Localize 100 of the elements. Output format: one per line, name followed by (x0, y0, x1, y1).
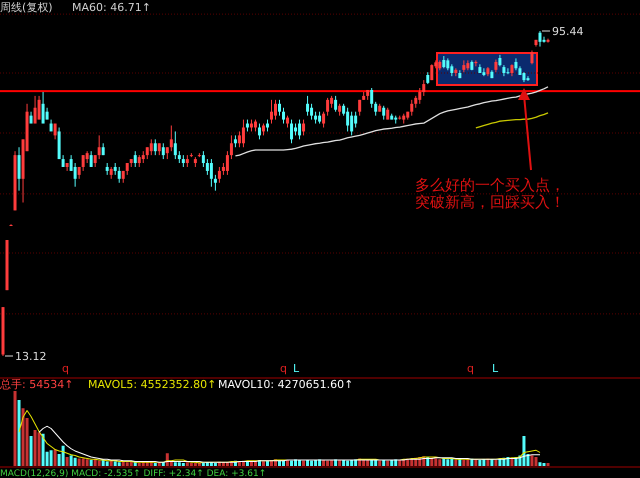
bar (382, 460, 386, 466)
candlestick (522, 72, 526, 83)
bar (82, 458, 85, 466)
bar (314, 460, 318, 466)
candlestick (50, 119, 53, 132)
bar (262, 462, 265, 466)
candlestick (346, 107, 350, 132)
candlestick (286, 115, 290, 128)
candlestick (334, 95, 338, 112)
bar (522, 436, 526, 466)
bar (338, 460, 342, 466)
bar (54, 450, 57, 466)
candlestick (54, 123, 57, 140)
candlestick (230, 134, 233, 160)
bar (74, 458, 77, 466)
bar (14, 391, 17, 466)
bar (450, 458, 454, 466)
bar (346, 460, 350, 466)
text: q (62, 362, 69, 375)
candlestick (34, 95, 37, 124)
bar (330, 460, 334, 466)
candlestick (182, 154, 185, 168)
candlestick (450, 64, 454, 77)
candlestick (218, 166, 221, 184)
candlestick (162, 142, 165, 160)
candlestick (38, 95, 41, 120)
candlestick (90, 150, 93, 168)
chart-title: 总手: 54534↑ (0, 378, 74, 391)
bar (30, 436, 33, 466)
bar (386, 460, 390, 466)
bar (302, 460, 306, 466)
text: L (293, 362, 300, 375)
candlestick (330, 95, 334, 108)
candlestick (242, 119, 245, 148)
text: L (492, 362, 499, 375)
candlestick (462, 60, 466, 73)
bar (118, 462, 121, 466)
candlestick (322, 111, 326, 128)
candlestick (510, 64, 514, 77)
candlestick (446, 58, 450, 71)
bar (178, 462, 181, 466)
candlestick (302, 119, 306, 136)
candlestick (18, 146, 21, 192)
bar (442, 458, 446, 466)
bar (42, 434, 45, 466)
candlestick (258, 123, 261, 140)
bar (310, 460, 314, 466)
bar (78, 458, 81, 466)
candlestick (126, 162, 129, 176)
candlestick (110, 166, 113, 180)
candlestick (442, 56, 446, 69)
candlestick (166, 146, 169, 160)
candlestick (494, 59, 498, 73)
bar (86, 459, 89, 466)
candlestick (142, 150, 145, 164)
bar (390, 460, 394, 466)
bar (530, 456, 534, 466)
candlestick (410, 99, 414, 116)
candlestick (298, 119, 302, 140)
candlestick (370, 88, 374, 108)
bar (326, 460, 330, 466)
chart-subtitle: MA60: 46.71↑ (72, 1, 151, 14)
candlestick (282, 107, 286, 124)
candlestick (262, 123, 265, 136)
candlestick (402, 113, 406, 124)
candlestick (418, 88, 422, 104)
candlestick (174, 130, 177, 160)
candlestick (254, 119, 257, 132)
candlestick (202, 150, 205, 168)
candlestick (234, 134, 237, 148)
bar (114, 462, 117, 466)
bar (194, 463, 197, 466)
bar (186, 462, 189, 466)
candlestick (226, 150, 229, 176)
candlestick (414, 95, 418, 108)
candlestick (98, 134, 101, 160)
bar (478, 460, 482, 466)
candlestick (502, 64, 506, 77)
bar (378, 460, 382, 466)
bar (154, 463, 157, 466)
bar (350, 460, 354, 466)
bar (398, 460, 402, 466)
candlestick (294, 123, 298, 136)
candlestick (86, 150, 89, 164)
bar (366, 460, 370, 466)
bar (90, 460, 93, 466)
candlestick (94, 154, 97, 168)
candlestick (314, 111, 318, 124)
candlestick (82, 154, 85, 172)
bar (342, 460, 346, 466)
text: MACD(12,26,9) MACD: -2.535↑ DIFF: +2.34↑ DEA: +3.61↑ (0, 469, 266, 478)
candlestick (338, 103, 342, 116)
bar (190, 463, 193, 466)
candlestick (134, 150, 137, 168)
candlestick (438, 60, 442, 71)
candlestick (170, 125, 173, 152)
bar (546, 463, 550, 466)
candlestick (306, 95, 310, 116)
candlestick (62, 154, 65, 168)
bar (462, 460, 466, 466)
